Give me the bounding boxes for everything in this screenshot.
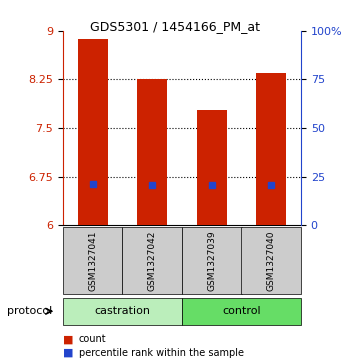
- Text: ■: ■: [63, 348, 74, 358]
- Bar: [256, 73, 286, 225]
- Bar: [197, 110, 227, 225]
- Text: GSM1327040: GSM1327040: [267, 230, 276, 291]
- Text: castration: castration: [94, 306, 150, 316]
- Text: protocol: protocol: [7, 306, 52, 316]
- Bar: [137, 79, 167, 225]
- Text: GDS5301 / 1454166_PM_at: GDS5301 / 1454166_PM_at: [90, 20, 260, 33]
- Text: GSM1327041: GSM1327041: [88, 230, 97, 291]
- Text: percentile rank within the sample: percentile rank within the sample: [79, 348, 244, 358]
- Text: count: count: [79, 334, 106, 344]
- Text: ■: ■: [63, 334, 74, 344]
- Text: GSM1327039: GSM1327039: [207, 230, 216, 291]
- Bar: [78, 38, 108, 225]
- Text: control: control: [222, 306, 261, 316]
- Text: GSM1327042: GSM1327042: [148, 230, 157, 291]
